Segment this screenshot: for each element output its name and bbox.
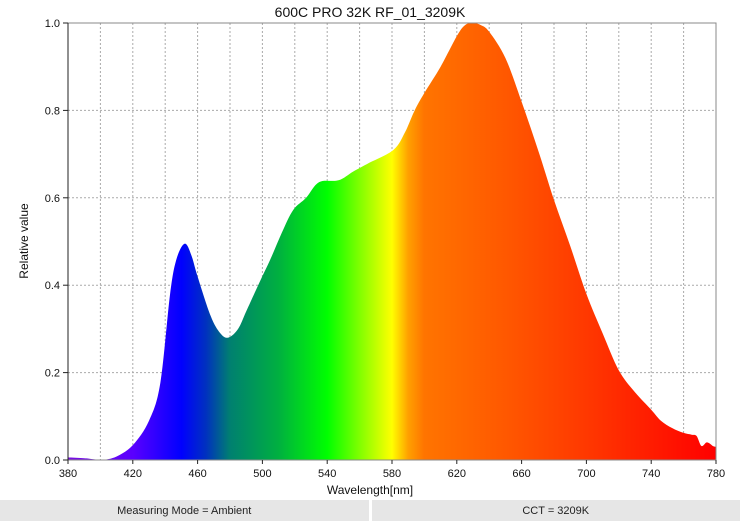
y-tick-label: 0.8 [45,105,60,117]
y-axis-label: Relative value [17,203,31,279]
chart-title: 600C PRO 32K RF_01_3209K [275,4,466,20]
x-tick-label: 540 [318,468,336,480]
cct-label: CCT = 3209K [371,500,740,521]
x-tick-label: 460 [188,468,206,480]
y-tick-label: 0.2 [45,368,60,380]
x-tick-label: 660 [512,468,530,480]
y-tick-label: 0.4 [45,280,60,292]
y-tick-label: 0.6 [45,193,60,205]
y-tick-label: 1.0 [45,18,60,30]
x-tick-label: 580 [383,468,401,480]
x-tick-label: 780 [707,468,725,480]
x-tick-label: 420 [124,468,142,480]
x-tick-label: 700 [577,468,595,480]
x-axis-label: Wavelength[nm] [327,483,413,497]
x-tick-label: 500 [253,468,271,480]
measuring-mode-label: Measuring Mode = Ambient [0,500,369,521]
x-tick-label: 620 [448,468,466,480]
spectrum-chart: 600C PRO 32K RF_01_3209K 380 420 460 500 540… [17,4,725,497]
x-tick-label: 380 [59,468,77,480]
x-tick-label: 740 [642,468,660,480]
status-bar: Measuring Mode = Ambient CCT = 3209K [0,500,740,521]
spectrum-area [68,23,716,460]
y-tick-label: 0.0 [45,455,60,467]
